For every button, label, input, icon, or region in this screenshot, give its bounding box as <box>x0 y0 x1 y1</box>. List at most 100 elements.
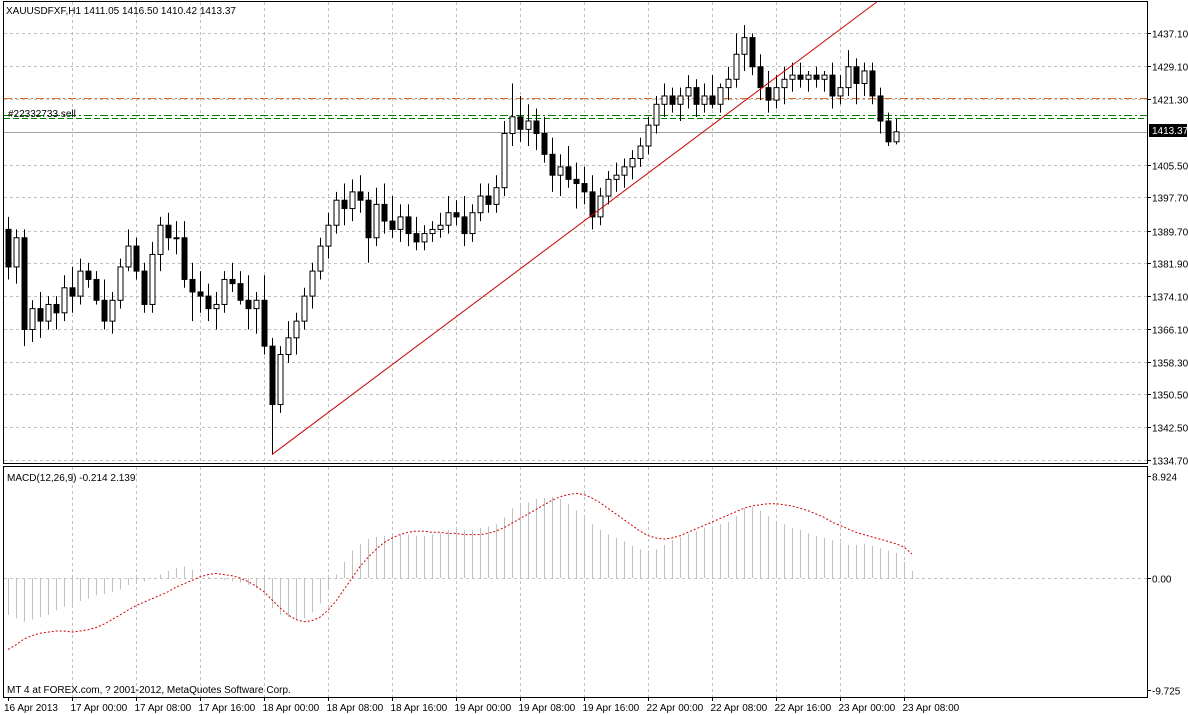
candle <box>213 291 220 330</box>
candle <box>581 166 588 205</box>
candle <box>365 191 372 263</box>
candle <box>229 262 236 292</box>
candle <box>461 196 468 247</box>
candle <box>837 75 844 105</box>
time-tick-label: 23 Apr 00:00 <box>839 703 896 714</box>
candle <box>885 112 892 147</box>
time-tick-label: 17 Apr 08:00 <box>135 703 192 714</box>
candle <box>325 212 332 259</box>
time-tick-label: 22 Apr 16:00 <box>775 703 832 714</box>
candle <box>301 287 308 330</box>
candle <box>245 275 252 330</box>
candle <box>77 258 84 305</box>
price-tick-label: 1437.10 <box>1152 30 1188 41</box>
candle <box>437 212 444 238</box>
candle <box>357 175 364 213</box>
axis-labels: 1437.10 1429.10 1421.30 1405.50 1397.70 1389.… <box>4 30 1188 715</box>
candle <box>133 237 140 280</box>
candle <box>381 183 388 234</box>
candle <box>893 118 900 145</box>
time-tick-label: 18 Apr 16:00 <box>391 703 448 714</box>
macd-indicator <box>7 492 913 650</box>
candle <box>445 196 452 234</box>
price-tick-label: 1350.50 <box>1152 391 1188 402</box>
price-tick-label: 1405.50 <box>1152 162 1188 173</box>
candle <box>29 300 36 342</box>
price-tick-label: 1366.10 <box>1152 326 1188 337</box>
price-tick-label: 1397.70 <box>1152 194 1188 205</box>
candle <box>605 171 612 205</box>
candle <box>709 75 716 109</box>
candle <box>621 158 628 188</box>
macd-label: MACD(12,26,9) -0.214 2.139 <box>7 473 136 484</box>
candle <box>37 291 44 338</box>
candle <box>125 229 132 272</box>
candle <box>333 191 340 234</box>
candle <box>517 95 524 142</box>
candle <box>877 87 884 134</box>
time-tick-label: 19 Apr 00:00 <box>455 703 512 714</box>
candle <box>589 175 596 230</box>
candle <box>349 179 356 222</box>
candle <box>53 296 60 330</box>
candle <box>341 183 348 226</box>
candle <box>317 237 324 280</box>
price-tick-label: 1374.10 <box>1152 293 1188 304</box>
candle <box>829 62 836 109</box>
candle <box>525 104 532 147</box>
candle <box>469 204 476 242</box>
candle <box>781 66 788 105</box>
candle <box>549 137 556 192</box>
candle <box>173 221 180 255</box>
candle <box>181 221 188 288</box>
time-tick-label: 17 Apr 00:00 <box>71 703 128 714</box>
candle <box>565 146 572 188</box>
candle <box>749 33 756 76</box>
order-levels <box>4 98 1147 119</box>
macd-tick-label: 0.00 <box>1152 575 1172 586</box>
copyright-notice: MT 4 at FOREX.com, ? 2001-2012, MetaQuot… <box>7 685 291 696</box>
candle <box>389 196 396 238</box>
candle <box>101 279 108 330</box>
time-tick-label: 18 Apr 08:00 <box>327 703 384 714</box>
price-tick-label: 1389.70 <box>1152 228 1188 239</box>
candle <box>477 183 484 222</box>
price-tick-label: 1358.30 <box>1152 359 1188 370</box>
candle <box>677 87 684 121</box>
candle <box>541 116 548 163</box>
candle <box>45 296 52 330</box>
candle <box>573 162 580 209</box>
candle <box>269 337 276 455</box>
time-tick-label: 17 Apr 16:00 <box>199 703 256 714</box>
order-label: #22332733 sell <box>8 109 76 120</box>
symbol-header: XAUUSDFXF,H1 1411.05 1416.50 1410.42 141… <box>6 6 236 17</box>
candle <box>205 283 212 322</box>
time-tick-label: 22 Apr 08:00 <box>711 703 768 714</box>
candle <box>853 58 860 105</box>
candle <box>117 258 124 309</box>
candle <box>429 221 436 242</box>
candle <box>845 50 852 96</box>
candle <box>13 229 20 284</box>
candle <box>685 75 692 109</box>
price-panel-frame <box>3 1 1148 464</box>
trendline[interactable] <box>271 1 877 455</box>
time-tick-label: 19 Apr 16:00 <box>583 703 640 714</box>
candle <box>397 204 404 242</box>
candle <box>285 321 292 363</box>
candle <box>493 175 500 213</box>
candle <box>629 150 636 180</box>
candle <box>669 87 676 113</box>
price-tick-label: 1342.50 <box>1152 424 1188 435</box>
candle <box>309 262 316 309</box>
price-tick-label: 1421.30 <box>1152 96 1188 107</box>
candle <box>93 271 100 305</box>
macd-signal-line <box>7 492 913 650</box>
candle <box>869 62 876 105</box>
candle <box>557 154 564 197</box>
candle <box>533 108 540 151</box>
candle <box>501 120 508 197</box>
candle <box>197 271 204 313</box>
candle <box>261 275 268 355</box>
